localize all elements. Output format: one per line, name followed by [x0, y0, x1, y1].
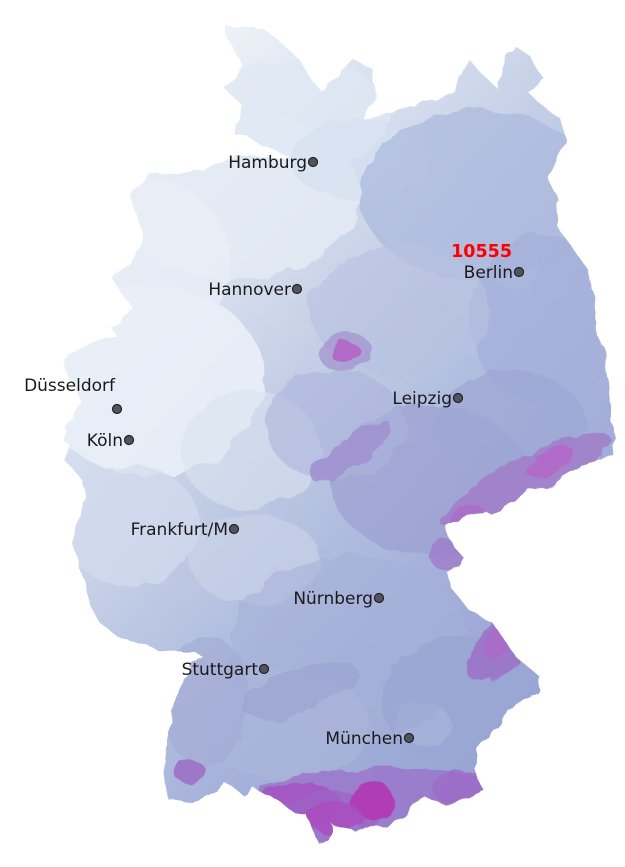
city-label-nuernberg: Nürnberg [293, 589, 373, 609]
region-patch-schwarzwald [175, 759, 205, 785]
region-patch [470, 235, 614, 405]
region-patch [243, 660, 357, 720]
city-label-berlin: Berlin [464, 263, 513, 283]
region-patch [70, 180, 230, 340]
city-label-koeln: Köln [87, 431, 123, 451]
city-marker-stuttgart [258, 663, 270, 675]
region-patch [60, 465, 200, 585]
region-patch-erzgebirge-core [526, 446, 574, 478]
region-patch-alps-east [432, 770, 492, 806]
city-marker-duesseldorf [111, 403, 123, 415]
city-label-hannover: Hannover [208, 280, 291, 300]
region-patch [160, 635, 250, 765]
region-patch-alps-core [307, 803, 363, 833]
region-patch-thueringer-wald [311, 421, 393, 483]
city-marker-hannover [291, 283, 303, 295]
city-marker-muenchen [403, 732, 415, 744]
city-marker-hamburg [307, 156, 319, 168]
region-patch-alps-core [350, 782, 394, 818]
city-marker-koeln [123, 434, 135, 446]
city-marker-frankfurt [228, 523, 240, 535]
region-patch-fichtelgebirge [430, 540, 474, 572]
city-label-stuttgart: Stuttgart [182, 660, 259, 680]
city-marker-berlin [513, 266, 525, 278]
city-markers [111, 156, 525, 744]
city-label-hamburg: Hamburg [228, 153, 307, 173]
region-patch-vogtland [450, 506, 490, 530]
city-label-muenchen: München [325, 729, 403, 749]
city-labels: Hamburg Hannover Berlin Düsseldorf Köln … [24, 153, 513, 749]
region-patch [380, 635, 550, 765]
city-label-duesseldorf: Düsseldorf [24, 376, 116, 396]
city-marker-nuernberg [373, 592, 385, 604]
region-patch-harz-core [330, 341, 360, 363]
city-label-frankfurt: Frankfurt/M [131, 520, 228, 540]
highlighted-plz-label: 10555 [451, 242, 512, 262]
city-marker-leipzig [452, 392, 464, 404]
city-label-leipzig: Leipzig [392, 389, 452, 409]
